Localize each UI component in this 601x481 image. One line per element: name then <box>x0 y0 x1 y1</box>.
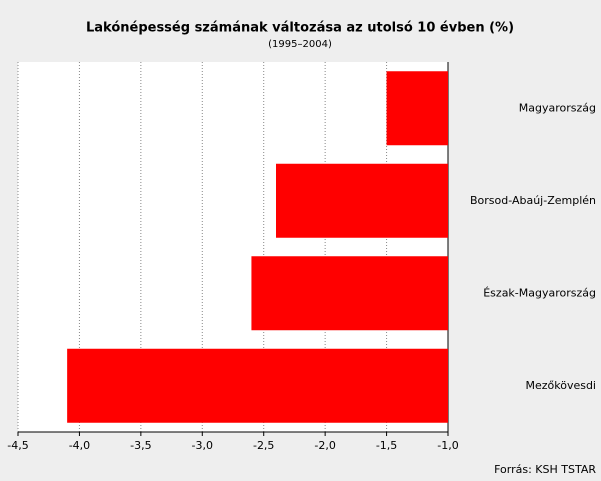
bar <box>251 256 448 331</box>
chart-title: Lakónépesség számának változása az utols… <box>86 21 514 36</box>
y-tick-label: Mezőkövesdi <box>525 379 596 392</box>
x-tick-label: -3,5 <box>130 439 151 452</box>
y-tick-label: Borsod-Abaúj-Zemplén <box>470 194 596 207</box>
source-note: Forrás: KSH TSTAR <box>494 463 596 476</box>
x-tick-label: -4,5 <box>7 439 28 452</box>
x-tick-label: -3,0 <box>192 439 213 452</box>
x-tick-label: -1,0 <box>437 439 458 452</box>
bar <box>67 348 449 423</box>
y-tick-label: Magyarország <box>519 101 596 114</box>
chart-subtitle: (1995–2004) <box>268 39 332 50</box>
x-tick-label: -4,0 <box>69 439 90 452</box>
x-tick-label: -1,5 <box>376 439 397 452</box>
x-tick-label: -2,0 <box>314 439 335 452</box>
y-tick-label: Észak-Magyarország <box>483 286 596 299</box>
x-tick-label: -2,5 <box>253 439 274 452</box>
bar <box>386 71 448 146</box>
bar <box>276 163 448 238</box>
